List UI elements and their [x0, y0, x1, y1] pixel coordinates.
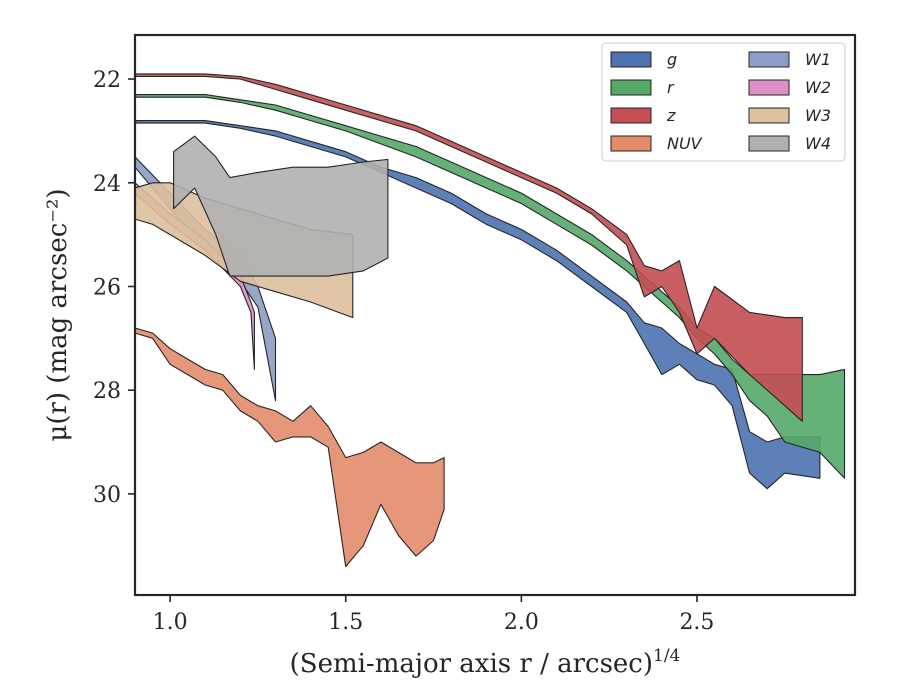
legend-label-nuv: NUV — [667, 134, 703, 153]
y-tick-label: 22 — [93, 68, 121, 93]
legend-swatch-g — [610, 51, 652, 68]
y-tick-label: 28 — [93, 379, 121, 404]
legend-label-g: g — [667, 50, 677, 69]
band-z — [135, 73, 803, 422]
y-tick-label: 30 — [93, 483, 121, 508]
x-axis-label-text: (Semi-major axis r / arcsec) — [290, 649, 653, 679]
legend-swatch-z — [610, 107, 652, 124]
legend-label-w2: W2 — [805, 78, 831, 97]
legend-swatch-w3 — [748, 107, 790, 124]
legend-swatch-nuv — [610, 135, 652, 152]
legend-swatch-r — [610, 79, 652, 96]
x-axis-ticks: 1.0 1.5 2.0 2.5 — [153, 595, 714, 635]
legend-label-w4: W4 — [805, 134, 831, 153]
legend-frame — [601, 42, 846, 162]
x-tick-label: 1.0 — [153, 610, 188, 635]
y-axis-ticks: 22 24 26 28 30 — [93, 68, 135, 508]
legend-swatch-w1 — [748, 51, 790, 68]
band-g — [135, 120, 821, 490]
x-tick-label: 2.5 — [679, 610, 714, 635]
band-nuv — [135, 327, 445, 568]
x-axis-label: (Semi-major axis r / arcsec)1/4 — [290, 646, 681, 679]
x-tick-label: 2.0 — [504, 610, 539, 635]
legend-label-w3: W3 — [805, 106, 831, 125]
x-tick-label: 1.5 — [328, 610, 363, 635]
legend-swatch-w4 — [748, 135, 790, 152]
legend-label-w1: W1 — [805, 50, 831, 69]
y-axis-label: μ(r) (mag arcsec⁻²) — [43, 188, 73, 441]
x-axis-label-superscript: 1/4 — [653, 646, 680, 666]
y-tick-label: 26 — [93, 275, 121, 300]
band-r — [135, 94, 846, 479]
legend-label-z: z — [666, 106, 676, 125]
legend-label-r: r — [667, 78, 675, 97]
series-bands — [135, 73, 846, 568]
plot-frame — [133, 33, 857, 597]
y-tick-label: 24 — [93, 172, 121, 197]
legend-swatch-w2 — [748, 79, 790, 96]
legend: grz NUV W1 W2 W3 W4 — [601, 42, 846, 162]
band-w4 — [173, 135, 389, 277]
